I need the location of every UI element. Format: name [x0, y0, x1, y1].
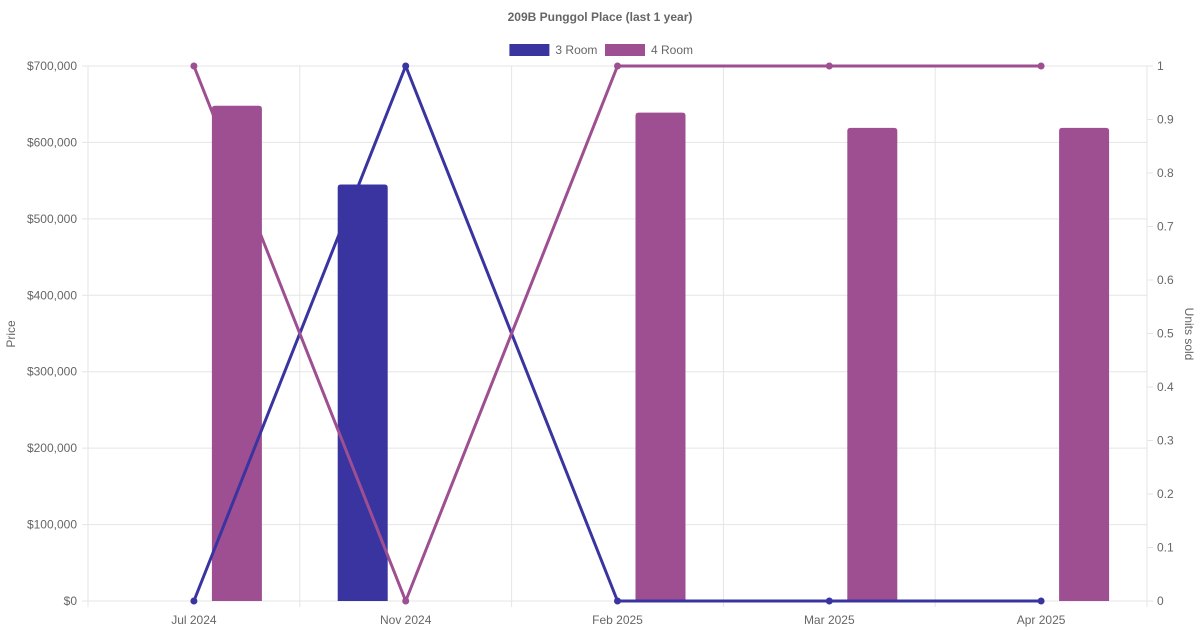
line-point-3-room[interactable] — [614, 597, 621, 605]
y-left-tick-label: $400,000 — [27, 288, 77, 302]
y-right-tick-label: 0.7 — [1157, 220, 1174, 234]
bar-4-room[interactable] — [211, 105, 262, 601]
x-tick-label: Jul 2024 — [171, 613, 217, 627]
y-right-tick-label: 1 — [1157, 59, 1164, 73]
y-right-tick-label: 0.5 — [1157, 327, 1174, 341]
legend-item-4-room[interactable]: 4 Room — [605, 43, 693, 57]
bar-4-room[interactable] — [635, 112, 686, 601]
y-axis-right-title: Units sold — [1182, 308, 1196, 361]
line-point-4-room[interactable] — [1037, 62, 1045, 70]
lines-layer — [190, 62, 1045, 605]
legend-swatch — [509, 44, 550, 56]
line-point-4-room[interactable] — [402, 597, 410, 605]
y-right-tick-label: 0.9 — [1157, 113, 1174, 127]
line-point-4-room[interactable] — [190, 62, 198, 70]
y-left-tick-label: $500,000 — [27, 212, 77, 226]
y-right-tick-label: 0.2 — [1157, 487, 1174, 501]
legend-item-3-room[interactable]: 3 Room — [509, 43, 597, 57]
line-point-4-room[interactable] — [825, 62, 833, 70]
legend[interactable]: 3 Room 4 Room — [509, 43, 693, 57]
line-3-room — [192, 64, 1042, 603]
y-right-tick-label: 0.8 — [1157, 166, 1174, 180]
y-left-tick-label: $300,000 — [27, 365, 77, 379]
line-point-4-room[interactable] — [614, 62, 621, 70]
y-right-tick-label: 0.3 — [1157, 434, 1174, 448]
line-point-3-room[interactable] — [402, 62, 410, 70]
y-left-tick-label: $700,000 — [27, 59, 77, 73]
x-tick-label: Mar 2025 — [804, 613, 855, 627]
y-right-tick-label: 0.1 — [1157, 541, 1174, 555]
bar-3-room[interactable] — [337, 184, 388, 601]
y-left-tick-label: $0 — [64, 594, 78, 608]
y-left-tick-label: $200,000 — [27, 441, 77, 455]
y-right-tick-label: 0 — [1157, 594, 1164, 608]
y-left-tick-label: $600,000 — [27, 135, 77, 149]
line-4-room — [192, 64, 1042, 603]
y-right-tick-label: 0.4 — [1157, 380, 1174, 394]
x-tick-label: Apr 2025 — [1017, 613, 1066, 627]
y-left-tick-label: $100,000 — [27, 518, 77, 532]
line-point-3-room[interactable] — [190, 597, 198, 605]
y-right-tick-label: 0.6 — [1157, 273, 1174, 287]
legend-label: 4 Room — [651, 43, 693, 57]
legend-label: 3 Room — [555, 43, 597, 57]
bar-4-room[interactable] — [847, 127, 898, 602]
bars-layer — [211, 105, 1110, 602]
bar-4-room[interactable] — [1059, 127, 1110, 602]
line-point-3-room[interactable] — [825, 597, 833, 605]
x-tick-label: Nov 2024 — [380, 613, 432, 627]
x-tick-label: Feb 2025 — [592, 613, 643, 627]
legend-swatch — [605, 44, 645, 56]
y-axis-left-title: Price — [4, 320, 18, 348]
line-point-3-room[interactable] — [1037, 597, 1045, 605]
axes-layer: $0 $100,000 $200,000 $300,000 $400,000 $500,0… — [27, 59, 1174, 627]
chart-title: 209B Punggol Place (last 1 year) — [508, 10, 693, 24]
